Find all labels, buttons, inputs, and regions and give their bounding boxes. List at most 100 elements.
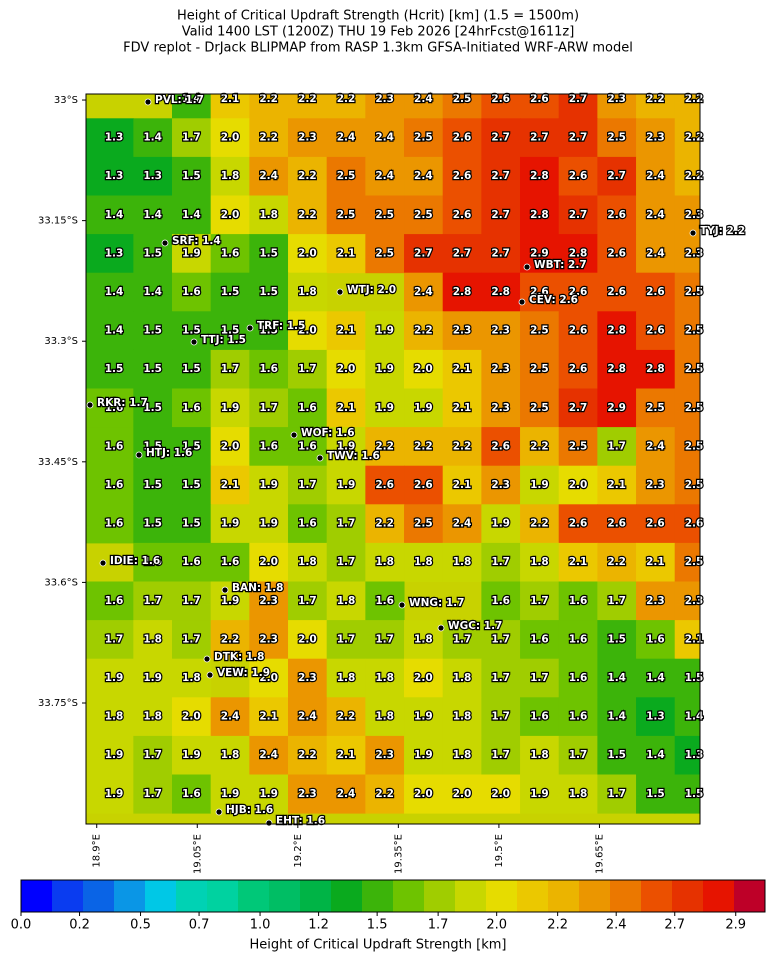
grid-value: 2.0	[298, 325, 317, 337]
grid-value: 1.9	[414, 402, 433, 414]
station-label: WTJ: 2.0	[347, 284, 396, 296]
grid-cell	[674, 195, 700, 235]
grid-value: 2.2	[530, 518, 549, 530]
grid-cell	[172, 581, 212, 621]
grid-value: 2.7	[414, 247, 433, 259]
grid-value: 1.6	[143, 556, 162, 568]
grid-value: 2.3	[685, 209, 704, 221]
grid-cell	[674, 388, 700, 428]
grid-value: 2.4	[375, 170, 394, 182]
grid-cell	[558, 195, 598, 235]
grid-value: 2.5	[685, 402, 704, 414]
grid-cell	[558, 349, 598, 389]
grid-cell	[481, 735, 521, 775]
grid-value: 2.0	[221, 209, 240, 221]
grid-value: 2.3	[259, 595, 278, 607]
grid-cell	[326, 697, 366, 737]
grid-cell	[674, 427, 700, 467]
grid-cell	[249, 272, 289, 312]
grid-cell	[326, 195, 366, 235]
grid-value: 1.5	[607, 633, 626, 645]
grid-value: 2.6	[491, 93, 510, 105]
grid-cell	[520, 697, 560, 737]
grid-value: 1.8	[337, 595, 356, 607]
grid-cell	[326, 774, 366, 814]
grid-value: 1.9	[221, 518, 240, 530]
grid-value: 2.6	[453, 209, 472, 221]
grid-value: 2.3	[298, 672, 317, 684]
grid-cell	[597, 465, 637, 505]
grid-cell	[481, 388, 521, 428]
grid-value: 1.6	[182, 556, 201, 568]
grid-cell	[636, 195, 676, 235]
grid-cell	[210, 542, 250, 582]
grid-value: 1.5	[143, 363, 162, 375]
grid-value: 2.5	[414, 209, 433, 221]
grid-cell	[442, 735, 482, 775]
grid-value: 2.0	[182, 711, 201, 723]
grid-value: 2.5	[530, 325, 549, 337]
grid-value: 1.7	[491, 672, 510, 684]
grid-cell	[404, 195, 444, 235]
grid-value: 2.0	[491, 788, 510, 800]
grid-cell	[172, 620, 212, 660]
station-dot	[290, 431, 298, 439]
grid-cell	[636, 427, 676, 467]
grid-value: 1.9	[259, 788, 278, 800]
grid-cell	[172, 504, 212, 544]
grid-cell	[86, 272, 134, 312]
grid-cell	[210, 195, 250, 235]
grid-cell	[210, 504, 250, 544]
grid-value: 2.2	[259, 93, 278, 105]
grid-value: 1.7	[337, 633, 356, 645]
grid-value: 1.4	[607, 672, 626, 684]
grid-value: 1.5	[143, 518, 162, 530]
grid-cell	[326, 388, 366, 428]
lon-tick-label: 19.65°E	[594, 834, 605, 874]
grid-cell	[288, 697, 328, 737]
grid-cell	[172, 94, 212, 119]
grid-value: 2.0	[221, 440, 240, 452]
grid-value: 2.3	[491, 402, 510, 414]
grid-value: 1.6	[491, 595, 510, 607]
grid-cell	[481, 504, 521, 544]
colorbar-bin	[734, 880, 766, 912]
grid-cell	[636, 504, 676, 544]
lat-tick-label: 33.15°S	[38, 216, 78, 227]
grid-value: 2.6	[453, 170, 472, 182]
grid-cell	[288, 234, 328, 274]
station-label: IDIE: 1.6	[110, 555, 160, 567]
colorbar-bin	[486, 880, 518, 912]
grid-value: 2.3	[491, 363, 510, 375]
grid-value: 1.5	[182, 325, 201, 337]
grid-value: 2.7	[530, 132, 549, 144]
grid-cell	[365, 504, 405, 544]
grid-cell	[558, 156, 598, 196]
grid-value: 1.6	[259, 440, 278, 452]
grid-cell	[288, 156, 328, 196]
grid-cell	[442, 504, 482, 544]
grid-cell	[86, 427, 134, 467]
grid-value: 2.1	[453, 363, 472, 375]
grid-value: 2.3	[491, 479, 510, 491]
grid-cell	[558, 427, 598, 467]
grid-cell	[210, 311, 250, 351]
grid-value: 1.8	[298, 556, 317, 568]
grid-cell	[597, 658, 637, 698]
grid-cell	[674, 94, 700, 119]
grid-cell	[558, 658, 598, 698]
grid-cell	[404, 542, 444, 582]
grid-cell	[481, 118, 521, 158]
grid-value: 1.4	[685, 711, 704, 723]
grid-cell	[674, 272, 700, 312]
grid-value: 1.4	[143, 132, 162, 144]
grid-cell	[365, 620, 405, 660]
grid-cell	[520, 658, 560, 698]
grid-value: 2.1	[221, 479, 240, 491]
grid-value: 1.8	[298, 286, 317, 298]
grid-cell	[288, 349, 328, 389]
grid-cell	[288, 195, 328, 235]
grid-value: 1.9	[105, 749, 124, 761]
grid-cell	[674, 349, 700, 389]
